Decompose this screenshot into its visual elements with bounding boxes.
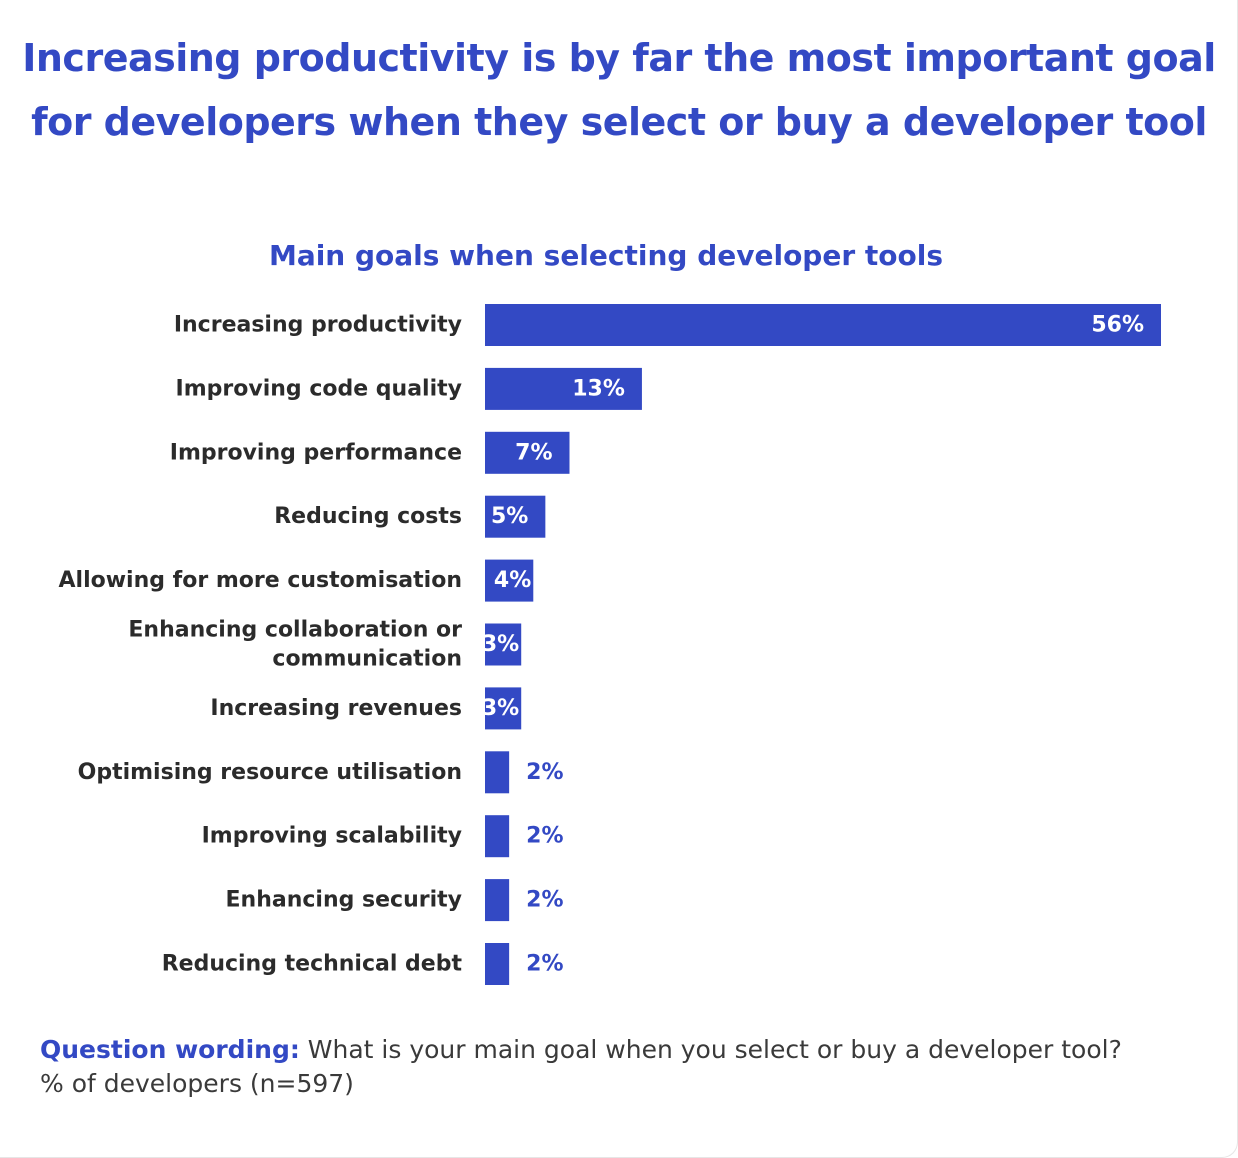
data-label: 3% (482, 632, 519, 657)
bar (485, 304, 1161, 346)
question-text: What is your main goal when you select o… (299, 1035, 1122, 1064)
bar (485, 431, 570, 474)
data-label: 2% (526, 952, 563, 977)
category-label: Improving scalability (202, 824, 462, 849)
bar (485, 367, 642, 410)
bar (485, 815, 510, 858)
bar (485, 559, 534, 602)
bar (485, 943, 510, 985)
category-label: Improving code quality (176, 376, 462, 401)
data-label: 2% (526, 888, 563, 913)
category-label: Reducing costs (274, 504, 462, 529)
bar (485, 495, 546, 538)
category-label: Allowing for more customisation (59, 568, 463, 593)
sample-note: % of developers (n=597) (40, 1069, 354, 1098)
category-label: Optimising resource utilisation (78, 760, 462, 785)
data-label: 56% (1091, 313, 1144, 338)
category-label: Enhancing collaboration or (128, 618, 462, 643)
question-label: Question wording: (40, 1035, 300, 1064)
bar (485, 687, 522, 730)
data-label: 13% (572, 376, 625, 401)
data-label: 2% (526, 760, 563, 785)
question-wording: Question wording: What is your main goal… (40, 1033, 1200, 1067)
category-label: Enhancing security (226, 888, 462, 913)
category-label: Reducing technical debt (162, 952, 463, 977)
bar (485, 623, 522, 666)
bar (485, 879, 510, 922)
data-label: 5% (491, 504, 528, 529)
category-label: Increasing revenues (210, 696, 462, 721)
bar (485, 751, 510, 794)
chart-title: Main goals when selecting developer tool… (268, 239, 944, 272)
chart-footer: Question wording: What is your main goal… (40, 1033, 1200, 1101)
data-label: 7% (515, 440, 552, 465)
category-label: Improving performance (170, 440, 462, 465)
category-label: communication (272, 647, 462, 672)
data-label: 3% (482, 696, 519, 721)
chart-headline: Increasing productivity is by far the mo… (22, 36, 1216, 144)
category-label: Increasing productivity (174, 313, 462, 338)
data-label: 2% (526, 824, 563, 849)
data-label: 4% (494, 568, 531, 593)
